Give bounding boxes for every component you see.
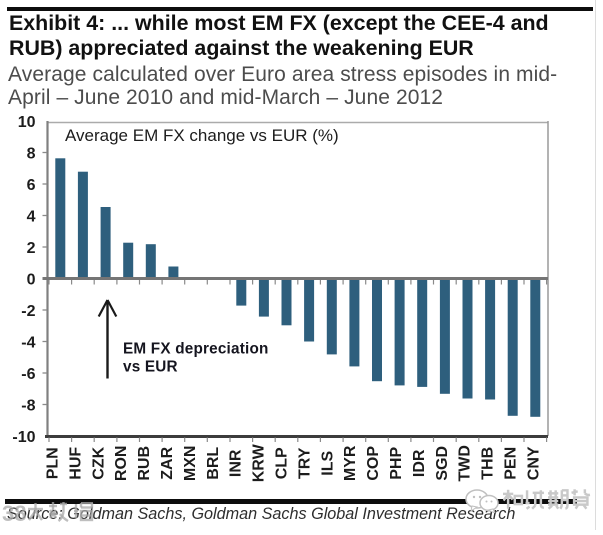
svg-text:BRL: BRL [205, 447, 222, 480]
svg-text:PEN: PEN [503, 447, 520, 480]
svg-text:TRY: TRY [296, 447, 313, 479]
svg-text:THB: THB [480, 447, 497, 480]
svg-text:EM FX depreciation: EM FX depreciation [123, 341, 269, 358]
svg-text:2: 2 [27, 240, 36, 257]
svg-text:HUF: HUF [67, 447, 84, 480]
svg-text:KRW: KRW [251, 443, 268, 482]
svg-text:CNY: CNY [525, 446, 542, 480]
svg-text:4: 4 [27, 208, 36, 225]
svg-text:vs EUR: vs EUR [123, 359, 178, 376]
svg-text:-8: -8 [21, 397, 35, 414]
svg-text:RUB: RUB [136, 446, 153, 481]
svg-text:Average EM FX change vs EUR (%: Average EM FX change vs EUR (%) [65, 126, 339, 145]
svg-text:INR: INR [228, 449, 245, 477]
svg-text:-6: -6 [21, 366, 35, 383]
svg-text:SGD: SGD [434, 446, 451, 481]
svg-text:CLP: CLP [274, 447, 291, 479]
svg-text:6: 6 [27, 177, 36, 194]
svg-text:ZAR: ZAR [159, 446, 176, 479]
svg-text:10: 10 [18, 114, 36, 131]
svg-text:MYR: MYR [342, 445, 359, 481]
svg-text:MXN: MXN [182, 446, 199, 482]
svg-text:-10: -10 [12, 429, 35, 446]
svg-text:ILS: ILS [319, 451, 336, 476]
svg-text:IDR: IDR [411, 449, 428, 477]
svg-text:-2: -2 [21, 303, 35, 320]
svg-text:PLN: PLN [45, 447, 62, 479]
svg-text:CZK: CZK [90, 446, 107, 479]
svg-text:TWD: TWD [457, 445, 474, 481]
svg-text:PHP: PHP [388, 447, 405, 480]
svg-text:COP: COP [365, 446, 382, 481]
svg-text:RON: RON [113, 446, 130, 482]
svg-text:8: 8 [27, 145, 36, 162]
svg-text:-4: -4 [21, 334, 35, 351]
svg-text:0: 0 [27, 271, 36, 288]
